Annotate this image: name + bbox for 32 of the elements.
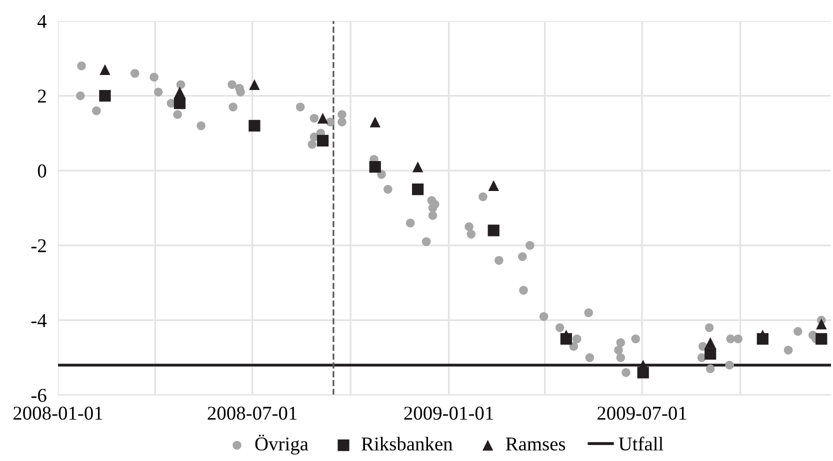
point [412, 183, 424, 196]
y-tick-label: -4 [31, 314, 47, 327]
x-tick-label: 2009-01-01 [404, 406, 493, 420]
x-tick-label: 2008-01-01 [13, 406, 102, 420]
legend-label: Övriga [255, 434, 308, 455]
legend-label: Ramses [506, 438, 566, 451]
y-tick-label: -6 [31, 388, 46, 402]
y-tick-label: -2 [31, 239, 46, 252]
point [704, 337, 716, 348]
x-tick-label: 2008-07-01 [208, 406, 297, 420]
point [488, 180, 499, 191]
legend-label: Riksbanken [362, 436, 453, 451]
y-tick-label: 4 [38, 14, 47, 28]
y-tick-label: 0 [38, 164, 46, 178]
point [317, 112, 328, 124]
point [99, 90, 111, 102]
point [816, 318, 827, 330]
point [369, 161, 381, 173]
point [816, 333, 828, 345]
point [174, 86, 186, 98]
point [248, 120, 260, 132]
x-tick-label: 2009-07-01 [598, 406, 686, 420]
y-tick-label: 2 [38, 90, 46, 103]
point [704, 348, 716, 360]
point [370, 116, 380, 128]
point [412, 161, 424, 172]
legend-label: Utfall [618, 436, 664, 451]
point [316, 134, 329, 146]
point [174, 97, 186, 110]
point [488, 224, 500, 236]
point [100, 64, 110, 75]
point [249, 79, 260, 90]
